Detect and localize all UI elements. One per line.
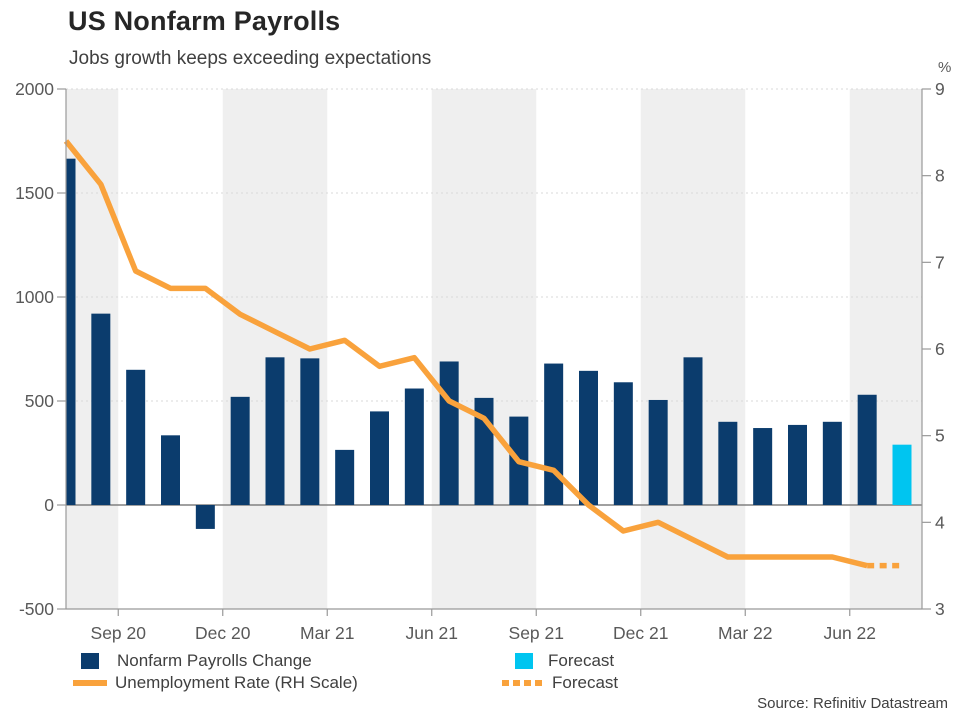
right-axis-label-3: 3 bbox=[935, 599, 945, 619]
left-axis-label-1000: 1000 bbox=[15, 287, 54, 307]
payrolls-bar-apr-21 bbox=[335, 449, 355, 505]
legend-label-unemployment: Unemployment Rate (RH Scale) bbox=[115, 673, 358, 692]
payrolls-bar-jul-22 bbox=[857, 394, 877, 505]
payrolls-bar-dec-20 bbox=[195, 505, 215, 529]
right-axis-label-9: 9 bbox=[935, 79, 945, 99]
x-axis-label-dec-21: Dec 21 bbox=[613, 623, 668, 643]
payrolls-bar-nov-21 bbox=[579, 370, 598, 505]
legend-item-forecast-bar: Forecast bbox=[515, 651, 615, 670]
legend-label-forecast-bar: Forecast bbox=[548, 651, 615, 670]
x-axis-label-sep-20: Sep 20 bbox=[91, 623, 147, 643]
quarter-band bbox=[640, 89, 746, 609]
payrolls-bar-may-21 bbox=[370, 411, 389, 505]
payrolls-bar-jul-21 bbox=[439, 361, 459, 505]
payrolls-bar-jan-21 bbox=[230, 396, 250, 505]
forecast-line-swatch bbox=[502, 680, 545, 686]
legend-item-unemployment: Unemployment Rate (RH Scale) bbox=[73, 673, 358, 692]
payrolls-bar-jun-21 bbox=[404, 388, 424, 505]
payrolls-bar-mar-22 bbox=[718, 421, 738, 505]
payrolls-bar-oct-20 bbox=[126, 369, 146, 505]
right-axis-label-6: 6 bbox=[935, 339, 945, 359]
legend-label-forecast-line: Forecast bbox=[552, 673, 619, 692]
payrolls-bar-sep-20 bbox=[91, 313, 111, 505]
forecast-bar-aug-22 bbox=[892, 444, 912, 505]
forecast-bar-swatch bbox=[515, 653, 533, 669]
left-axis-label-1500: 1500 bbox=[15, 183, 54, 203]
payrolls-bar-jan-22 bbox=[648, 399, 668, 505]
payrolls-bar-oct-21 bbox=[544, 363, 564, 505]
x-axis-label-jun-21: Jun 21 bbox=[405, 623, 458, 643]
quarter-band bbox=[431, 89, 537, 609]
left-axis-label-2000: 2000 bbox=[15, 79, 54, 99]
payrolls-bar-dec-21 bbox=[613, 382, 633, 505]
chart-subtitle: Jobs growth keeps exceeding expectations bbox=[69, 48, 432, 69]
legend-item-payrolls: Nonfarm Payrolls Change bbox=[81, 651, 312, 670]
payrolls-swatch bbox=[81, 653, 99, 669]
right-axis-label-4: 4 bbox=[935, 512, 945, 532]
right-axis-unit-label: % bbox=[938, 59, 952, 76]
unemployment-line-swatch bbox=[73, 680, 107, 686]
right-axis-label-7: 7 bbox=[935, 252, 945, 272]
left-axis-label--500: -500 bbox=[19, 599, 54, 619]
left-axis-label-500: 500 bbox=[25, 391, 54, 411]
payrolls-bar-nov-20 bbox=[161, 435, 180, 505]
payrolls-bar-mar-21 bbox=[300, 358, 320, 505]
right-axis-label-8: 8 bbox=[935, 166, 945, 186]
payrolls-bar-may-22 bbox=[788, 424, 807, 505]
legend-item-forecast-line: Forecast bbox=[502, 673, 619, 692]
x-axis-label-mar-21: Mar 21 bbox=[300, 623, 354, 643]
quarter-band bbox=[849, 89, 922, 609]
source-text: Source: Refinitiv Datastream bbox=[757, 695, 948, 712]
unemployment-line bbox=[63, 139, 868, 569]
payrolls-bar-feb-22 bbox=[683, 357, 703, 505]
payrolls-bar-aug-20 bbox=[66, 158, 76, 505]
left-axis-label-0: 0 bbox=[44, 495, 54, 515]
x-axis-label-dec-20: Dec 20 bbox=[195, 623, 251, 643]
payrolls-bar-apr-22 bbox=[753, 428, 773, 505]
payrolls-bar-feb-21 bbox=[265, 357, 285, 505]
x-axis-label-mar-22: Mar 22 bbox=[718, 623, 772, 643]
chart-title: US Nonfarm Payrolls bbox=[68, 6, 341, 36]
x-axis-label-jun-22: Jun 22 bbox=[823, 623, 876, 643]
x-axis-label-sep-21: Sep 21 bbox=[509, 623, 564, 643]
payrolls-bar-jun-22 bbox=[822, 421, 842, 505]
right-axis-label-5: 5 bbox=[935, 426, 945, 446]
legend-label-payrolls: Nonfarm Payrolls Change bbox=[117, 651, 312, 670]
